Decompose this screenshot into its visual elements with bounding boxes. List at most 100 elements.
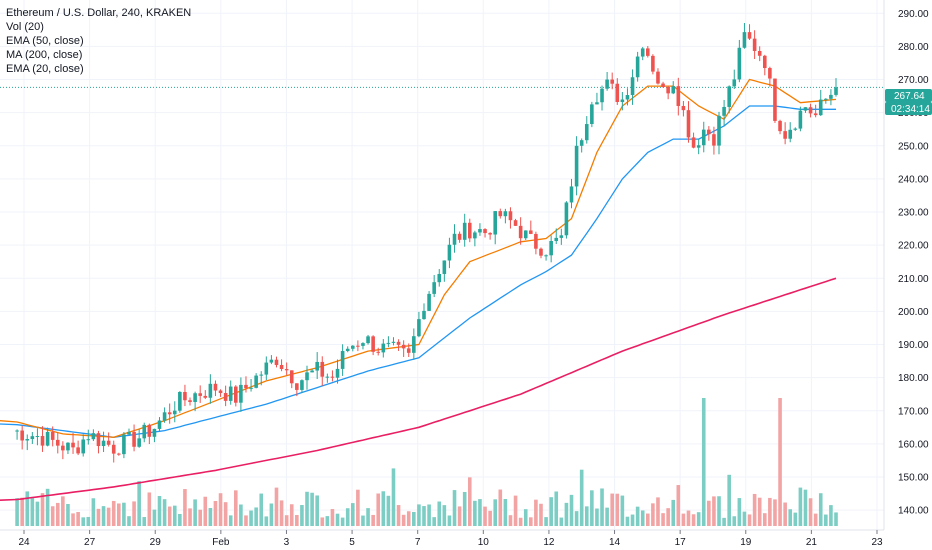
- candle: [315, 352, 319, 379]
- candle: [218, 389, 223, 397]
- candle: [666, 86, 670, 100]
- volume-bar: [20, 497, 24, 526]
- volume-bar: [239, 504, 243, 526]
- candle: [701, 121, 706, 153]
- candle: [529, 220, 533, 235]
- volume-bar: [193, 499, 197, 526]
- candle: [61, 441, 65, 460]
- candle: [25, 434, 30, 451]
- volume-bar: [696, 512, 701, 526]
- candle: [676, 77, 681, 116]
- legend-ma200[interactable]: MA (200, close): [6, 49, 83, 61]
- candle: [76, 440, 80, 456]
- candle: [20, 425, 24, 450]
- volume-bar: [254, 507, 258, 526]
- volume-bar: [427, 504, 431, 526]
- candles: [15, 22, 838, 463]
- volume-bar: [498, 489, 503, 526]
- candle: [320, 356, 325, 386]
- volume-bar: [707, 500, 711, 526]
- volume-bar: [605, 507, 609, 526]
- candle: [371, 335, 375, 356]
- candle: [559, 228, 564, 245]
- candle: [508, 207, 513, 229]
- volume-bar: [727, 474, 731, 526]
- legend-symbol-title[interactable]: Ethereum / U.S. Dollar, 240, KRAKEN: [6, 7, 192, 19]
- volume-bar: [615, 493, 620, 526]
- candle: [513, 218, 518, 226]
- price-tick-label: 160.00: [898, 439, 929, 450]
- volume-bar: [620, 495, 625, 526]
- candle: [818, 89, 823, 116]
- volume-bar: [234, 490, 238, 526]
- candle: [620, 92, 625, 111]
- candle: [345, 346, 350, 353]
- volume-bar: [752, 493, 757, 526]
- volume-bar: [412, 511, 416, 526]
- candle: [778, 119, 782, 135]
- volume-bar: [569, 494, 574, 526]
- volume-bar: [447, 515, 452, 526]
- volume-bar: [198, 509, 202, 526]
- candle: [427, 291, 431, 311]
- candle: [167, 403, 172, 424]
- time-tick-label: 27: [84, 537, 96, 548]
- volume-bar: [279, 500, 284, 526]
- candle: [630, 69, 635, 105]
- candle: [142, 422, 147, 443]
- volume-bar: [274, 487, 279, 526]
- volume-bar: [457, 506, 462, 526]
- volume-bar: [493, 499, 498, 526]
- candle: [244, 376, 248, 393]
- time-tick-label: 10: [478, 537, 490, 548]
- time-axis[interactable]: 24 27 29 Feb 3 5 7 10 12 14 17 19 21 23: [18, 530, 883, 548]
- volume-bar: [40, 493, 45, 526]
- volume-bar: [635, 506, 640, 526]
- candle: [788, 122, 793, 143]
- candle: [595, 92, 599, 105]
- price-tick-label: 180.00: [898, 373, 929, 384]
- candle: [498, 208, 503, 219]
- candle: [264, 356, 269, 380]
- volume-bar: [529, 517, 533, 526]
- legend-volume[interactable]: Vol (20): [6, 21, 44, 33]
- volume-bar: [534, 499, 538, 526]
- candle: [523, 230, 528, 241]
- volume-bar: [167, 506, 172, 526]
- volume-bar: [666, 508, 670, 526]
- candle: [422, 303, 426, 320]
- volume-bar: [305, 491, 309, 526]
- volume-bar: [132, 501, 136, 526]
- candle: [193, 391, 197, 412]
- candle: [488, 232, 492, 240]
- candle: [132, 424, 136, 452]
- volume-bar: [91, 498, 96, 526]
- candle: [478, 223, 482, 236]
- candle: [284, 362, 289, 376]
- volume-bar: [559, 517, 564, 526]
- candle: [813, 104, 818, 118]
- volume-bar: [437, 501, 442, 526]
- volume-bar: [737, 498, 742, 526]
- volume-bar: [25, 491, 30, 526]
- candle: [305, 365, 309, 390]
- legend-ema50[interactable]: EMA (50, close): [6, 35, 84, 47]
- candle: [330, 370, 335, 382]
- volume-bar: [86, 516, 91, 526]
- price-axis[interactable]: 140.00 150.00 160.00 170.00 180.00 190.00 200.…: [898, 9, 929, 517]
- volume-bar: [651, 503, 655, 526]
- volume-bar: [579, 469, 584, 526]
- candle: [824, 98, 828, 104]
- volume-bar: [147, 492, 152, 526]
- last-price-label: 267.64: [894, 91, 925, 102]
- volume-bar: [330, 509, 335, 526]
- volume-bar: [71, 513, 75, 526]
- candle: [198, 385, 202, 403]
- volume-bar: [747, 514, 752, 526]
- candle: [574, 136, 579, 196]
- volume-bar: [793, 512, 798, 526]
- candle: [157, 417, 162, 432]
- legend-ema20[interactable]: EMA (20, close): [6, 63, 84, 75]
- candle: [86, 429, 91, 445]
